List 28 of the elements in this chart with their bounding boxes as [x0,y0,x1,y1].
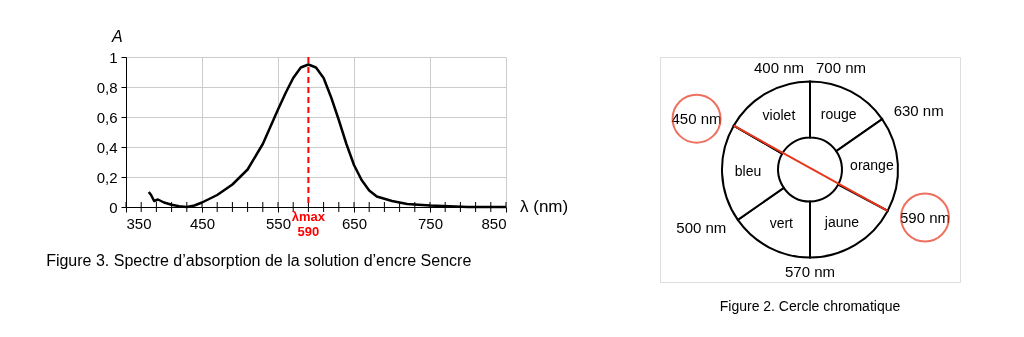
y-axis-title: A [111,28,123,45]
y-tick-label: 0,8 [96,78,118,96]
slice-label: bleu [734,163,762,180]
slice-label: orange [850,156,894,173]
y-tick-label: 0,2 [96,168,118,186]
x-tick-label: 550 [265,214,292,232]
text: 630 nm [893,102,944,120]
y-tick-label: 0 [109,198,118,216]
x-tick-label: 350 [126,214,152,232]
ref-line-label: λmax 590 [291,209,326,239]
y-tick-label: 0,6 [96,108,118,126]
text: Figure 2. Cercle chromatique [719,298,901,314]
x-axis-title: λ (nm) [520,197,569,216]
slice-label: jaune [823,213,860,230]
slice-label: vert [769,215,794,232]
text: 500 nm [676,218,727,236]
x-tick-label: 450 [189,214,216,232]
x-tick-label: 850 [481,214,507,232]
text: Figure 3. Spectre d’absorption de la solution d’encre Sencre [46,252,472,269]
y-tick-label: 1 [109,48,118,66]
x-tick-label: 650 [341,214,368,232]
text: 570 nm [784,262,836,280]
y-tick-label: 0,4 [96,138,118,156]
slice-label: violet [762,106,796,123]
text: 400 nm [753,58,804,76]
x-tick-label: 750 [417,214,444,232]
slice-label: rouge [820,105,857,122]
text: 700 nm [816,58,867,76]
